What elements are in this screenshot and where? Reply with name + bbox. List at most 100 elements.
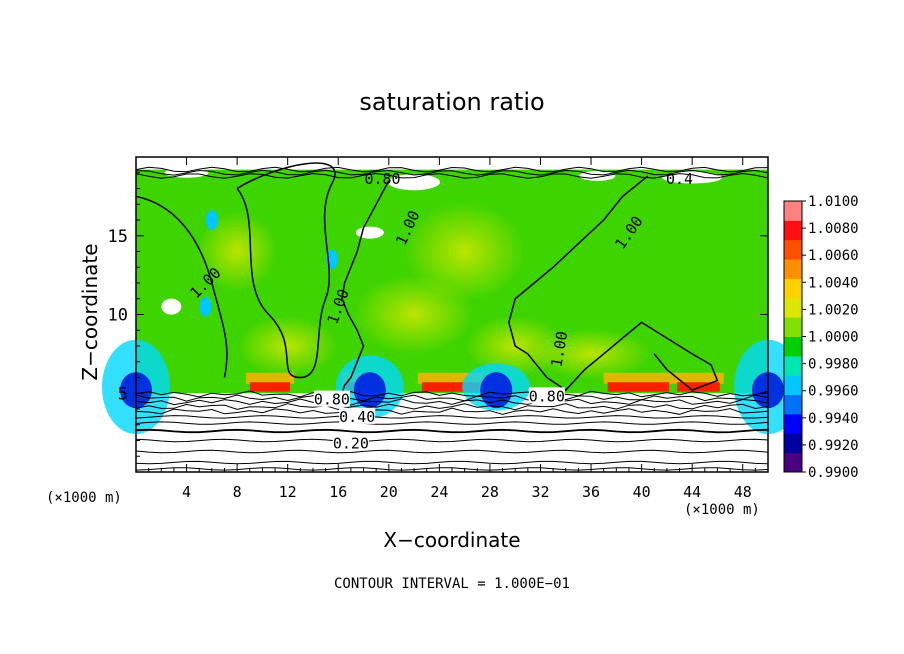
colorbar-swatch (784, 433, 802, 454)
contour-label-bg (339, 407, 376, 424)
field-hot (421, 382, 480, 392)
colorbar-swatch (784, 413, 802, 434)
colorbar-label: 1.0020 (808, 302, 859, 318)
contour-line (135, 460, 769, 465)
field-blue (480, 372, 513, 409)
contour-label-group: 0.4 (666, 170, 693, 188)
field-warm (245, 372, 294, 384)
field-warm (673, 372, 724, 384)
contour-label: 0.20 (333, 435, 369, 453)
colorbar-swatch (784, 239, 802, 260)
colorbar-label: 1.0060 (808, 248, 859, 264)
x-tick-label: 24 (430, 483, 448, 501)
field-blue (353, 372, 386, 409)
contour-label: 0.80 (314, 391, 350, 409)
x-tick-label: 16 (329, 483, 347, 501)
contour-line (135, 166, 769, 173)
colorbar-swatch (784, 259, 802, 279)
colorbar-swatch (784, 201, 802, 221)
contour-line (135, 449, 769, 454)
contour-label-group: 0.80 (529, 387, 565, 405)
field-patch (197, 211, 278, 292)
colorbar-label: 0.9900 (808, 465, 859, 481)
contour-label-group: 0.20 (332, 434, 369, 453)
field-cyan-spot (199, 296, 212, 317)
contour-label-group: 0.80 (313, 390, 350, 409)
x-tick-label: 4 (182, 483, 191, 501)
x-tick-label: 48 (734, 483, 752, 501)
colorbar-swatch (784, 452, 802, 473)
field-cyan-spot (205, 210, 218, 230)
contour-line (135, 467, 769, 471)
x-tick-label: 44 (683, 483, 701, 501)
contour-line (135, 172, 769, 179)
field-patch (404, 201, 525, 302)
colorbar-swatch (784, 355, 802, 376)
y-tick-label: 5 (118, 384, 128, 404)
contour-label-bg (332, 434, 369, 451)
plot-area: 4 8 12 16 20 24 28 32 36 40 44 48510150.800.800.400… (102, 156, 802, 501)
colorbar: 1.0100 1.0080 1.0060 1.0040 1.0020 1.0000 0.99… (783, 194, 859, 481)
contour-line (135, 415, 769, 419)
contour-label: 1.00 (547, 330, 571, 369)
colorbar-swatch (784, 336, 802, 357)
contour-line (135, 394, 769, 402)
contour-label: 0.80 (364, 170, 400, 188)
colorbar-swatch (784, 220, 802, 241)
colorbar-label: 0.9980 (808, 357, 859, 373)
colorbar-swatch (784, 394, 802, 415)
contour-line (135, 428, 769, 434)
colorbar-swatch (784, 317, 802, 337)
colorbar-swatch (784, 375, 802, 396)
x-tick-label: 20 (380, 483, 398, 501)
colorbar-label: 1.0100 (808, 194, 859, 210)
contour-label: 0.40 (339, 408, 375, 426)
colorbar-label: 1.0080 (808, 221, 859, 237)
y-tick-label: 10 (108, 306, 128, 326)
contour-line (135, 438, 769, 443)
contour-label: 0.4 (666, 170, 693, 188)
field-warm (417, 372, 484, 384)
colorbar-label: 0.9920 (808, 438, 859, 454)
x-tick-label: 12 (279, 483, 297, 501)
field-hot (249, 382, 290, 392)
y-tick-label: 15 (108, 227, 128, 247)
contour-line (135, 390, 769, 398)
x-tick-label: 36 (582, 483, 600, 501)
colorbar-swatch (784, 278, 802, 299)
field-clear (355, 226, 384, 239)
contour-label-group: 0.40 (339, 407, 376, 426)
contour-interval-note: CONTOUR INTERVAL = 1.000E−01 (333, 576, 570, 592)
colorbar-label: 1.0000 (808, 330, 859, 346)
x-tick-label: 32 (531, 483, 549, 501)
contour-label-bg (313, 390, 350, 407)
field-patch (531, 328, 652, 379)
y-axis-label: Z−coordinate (78, 243, 102, 381)
contour-line (135, 407, 769, 415)
contour-label-group: 0.80 (364, 170, 400, 188)
contour-line (135, 421, 769, 425)
field-patch (237, 316, 338, 376)
x-tick-label: 28 (481, 483, 499, 501)
contour-one (341, 180, 390, 394)
colorbar-swatch (784, 297, 802, 318)
contour-line (135, 403, 769, 411)
contour-line (135, 398, 769, 406)
x-tick-label: 40 (633, 483, 651, 501)
x-axis-label: X−coordinate (383, 528, 521, 552)
contour-label-bg (528, 387, 565, 404)
field-hot (607, 382, 670, 392)
x-tick-label: 8 (233, 483, 242, 501)
field-warm (603, 372, 674, 384)
contour-label-group: 1.00 (547, 330, 571, 369)
contour-one (508, 175, 719, 392)
contour-one (236, 162, 336, 379)
x-unit-label-right: (×1000 m) (684, 502, 760, 518)
x-unit-label-left: (×1000 m) (46, 490, 122, 506)
colorbar-label: 1.0040 (808, 275, 859, 291)
colorbar-label: 0.9960 (808, 384, 859, 400)
contour-label: 0.80 (529, 387, 565, 405)
field-clear (161, 298, 182, 315)
contour-line (135, 169, 769, 176)
